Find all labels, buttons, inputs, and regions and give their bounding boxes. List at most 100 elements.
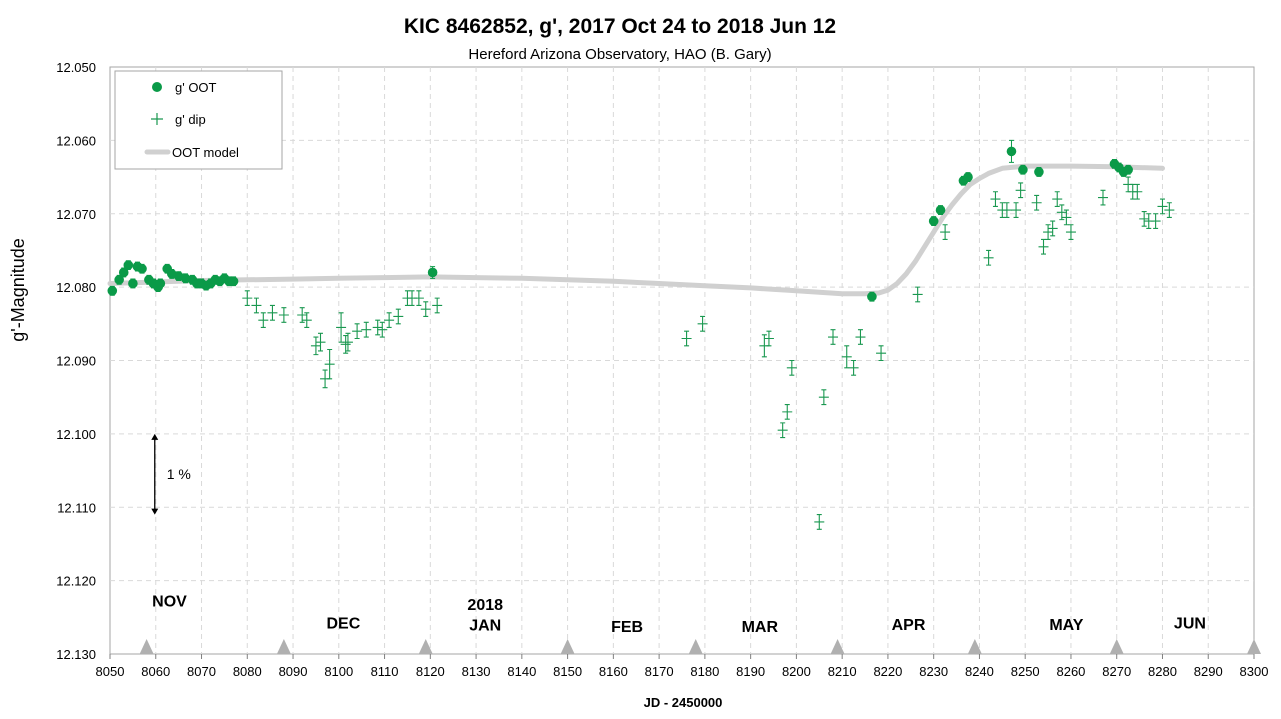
- x-tick-label: 8060: [141, 664, 170, 679]
- dip-point: [315, 332, 326, 352]
- x-tick-label: 8200: [782, 664, 811, 679]
- x-tick-label: 8090: [279, 664, 308, 679]
- x-tick-label: 8260: [1056, 664, 1085, 679]
- x-tick-label: 8100: [324, 664, 353, 679]
- series-oot-model: [107, 163, 1165, 297]
- dip-point: [413, 290, 424, 307]
- oot-point: [114, 274, 124, 285]
- scale-annotation: 1 %: [151, 433, 191, 515]
- dip-point: [1139, 210, 1150, 227]
- oot-point: [107, 285, 118, 296]
- dip-point: [841, 345, 852, 369]
- dip-point: [1001, 202, 1012, 218]
- dip-point: [407, 290, 418, 307]
- x-tick-label: 8240: [965, 664, 994, 679]
- oot-point: [1123, 164, 1133, 175]
- dip-point: [828, 329, 839, 345]
- x-tick-label: 8210: [828, 664, 857, 679]
- x-tick-label: 8230: [919, 664, 948, 679]
- month-boundary-marker: [1109, 639, 1124, 654]
- dip-point: [432, 297, 443, 314]
- month-label: DEC: [326, 615, 360, 632]
- scale-arrow-head-top: [151, 433, 159, 440]
- dip-point: [384, 312, 395, 329]
- x-tick-label: 8080: [233, 664, 262, 679]
- dip-point: [814, 514, 825, 530]
- dip-point: [336, 312, 347, 343]
- dip-point: [1011, 202, 1022, 218]
- month-label: 2018: [467, 597, 503, 614]
- month-boundary-marker: [139, 639, 154, 654]
- month-label: JUN: [1174, 615, 1206, 632]
- oot-model-line: [107, 163, 1165, 297]
- dip-point: [393, 308, 404, 325]
- dip-point: [324, 348, 335, 380]
- oot-point: [123, 260, 134, 270]
- dip-point: [372, 319, 383, 336]
- month-labels: NOV DEC 2018 JAN FEB MAR APR MAY JUN: [152, 593, 1206, 636]
- x-tick-label: 8140: [507, 664, 536, 679]
- series-g-dip: [242, 176, 1175, 530]
- dip-point: [983, 249, 994, 266]
- y-tick-label: 12.060: [56, 133, 96, 148]
- x-tick-label: 8050: [96, 664, 125, 679]
- dip-point: [297, 307, 308, 323]
- dip-point: [267, 304, 278, 321]
- x-tick-label: 8290: [1194, 664, 1223, 679]
- month-boundary-marker: [830, 639, 845, 654]
- dip-point: [777, 422, 788, 439]
- month-label: FEB: [611, 619, 643, 636]
- month-label: APR: [892, 617, 926, 634]
- oot-point: [963, 172, 973, 182]
- dip-point: [251, 297, 262, 314]
- month-boundary-marker: [1247, 639, 1261, 654]
- y-tick-label: 12.090: [56, 354, 96, 369]
- dip-point: [278, 307, 289, 323]
- grid: [110, 67, 1254, 654]
- oot-point: [935, 205, 946, 215]
- dip-point: [1038, 238, 1049, 255]
- dip-point: [377, 321, 388, 338]
- dip-point: [1056, 204, 1067, 221]
- dip-point: [1061, 209, 1072, 226]
- dip-point: [340, 335, 351, 354]
- dip-point: [876, 345, 887, 362]
- oot-point: [1006, 146, 1017, 157]
- y-tick-label: 12.100: [56, 427, 96, 442]
- axis-ticks: 8050 8060 8070 8080 8090 8100 8110 8120 8130 8140…: [56, 60, 1268, 679]
- dip-point: [1047, 220, 1058, 237]
- legend-model-label: OOT model: [172, 145, 239, 160]
- month-boundary-marker: [967, 639, 982, 654]
- dip-point: [855, 329, 866, 345]
- legend-dip-label: g' dip: [175, 112, 206, 127]
- dip-point: [242, 290, 253, 307]
- x-tick-label: 8190: [736, 664, 765, 679]
- month-boundary-marker: [560, 639, 575, 654]
- dip-point: [763, 330, 774, 347]
- dip-point: [1031, 194, 1042, 211]
- legend: g' OOT g' dip OOT model: [114, 70, 283, 170]
- chart-title: KIC 8462852, g', 2017 Oct 24 to 2018 Jun…: [404, 15, 836, 38]
- x-tick-label: 8220: [873, 664, 902, 679]
- dip-point: [1157, 198, 1168, 215]
- y-tick-label: 12.050: [56, 60, 96, 75]
- dip-point: [1015, 182, 1026, 199]
- oot-point: [1034, 167, 1044, 177]
- x-tick-label: 8170: [645, 664, 674, 679]
- dip-point: [940, 224, 951, 240]
- dip-point: [1043, 224, 1054, 240]
- x-tick-label: 8250: [1011, 664, 1040, 679]
- x-tick-label: 8180: [690, 664, 719, 679]
- y-tick-label: 12.130: [56, 647, 96, 662]
- scale-label: 1 %: [167, 466, 191, 482]
- x-tick-label: 8110: [371, 664, 399, 679]
- legend-dip-marker: [151, 113, 163, 125]
- series-g-oot: [107, 139, 1133, 302]
- dip-point: [681, 330, 692, 347]
- dip-point: [786, 359, 797, 376]
- oot-point: [128, 278, 138, 289]
- y-tick-label: 12.110: [57, 500, 96, 515]
- dip-point: [310, 336, 321, 356]
- x-tick-label: 8130: [462, 664, 491, 679]
- month-boundary-marker: [276, 639, 291, 654]
